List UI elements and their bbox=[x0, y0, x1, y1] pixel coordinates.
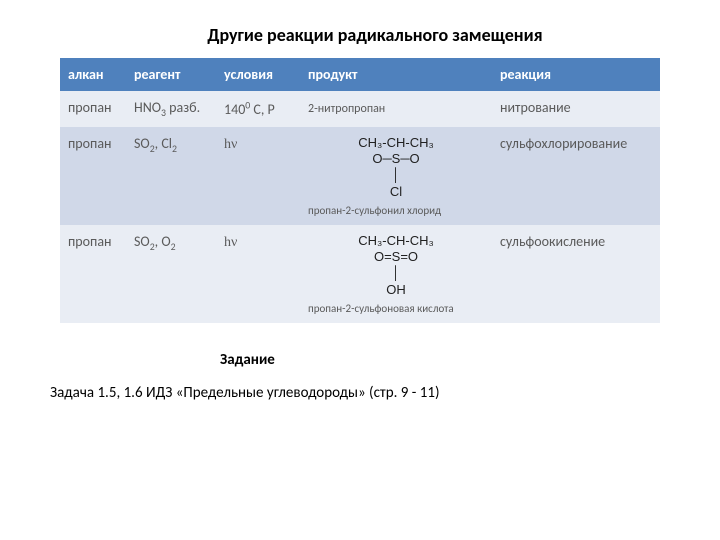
formula-line: O─S─O bbox=[308, 151, 484, 167]
slide: Другие реакции радикального замещения ал… bbox=[0, 0, 720, 540]
formula-line: OH bbox=[308, 282, 484, 298]
table-row: пропан SO2, O2 hν CH₃-CH-CH₃ O=S=O │ OH bbox=[60, 225, 660, 323]
reagent-text: SO2, Cl2 bbox=[134, 135, 177, 152]
formula-line: CH₃-CH-CH₃ bbox=[308, 135, 484, 151]
product-text: 2-нитропропан bbox=[308, 102, 385, 116]
cell-reaction: нитрование bbox=[492, 91, 660, 127]
product-caption: пропан-2-сульфоновая кислота bbox=[308, 302, 484, 315]
cell-alkane: пропан bbox=[60, 91, 126, 127]
formula-line: │ bbox=[308, 167, 484, 183]
cell-alkane: пропан bbox=[60, 127, 126, 225]
slide-title: Другие реакции радикального замещения bbox=[60, 24, 660, 46]
cell-reaction: сульфоокисление bbox=[492, 225, 660, 323]
cell-reagent: HNO3 разб. bbox=[126, 91, 216, 127]
cell-reagent: SO2, O2 bbox=[126, 225, 216, 323]
col-conditions: условия bbox=[216, 58, 300, 91]
conditions-text: 1400 С, Р bbox=[224, 101, 275, 118]
table-row: пропан SO2, Cl2 hν CH₃-CH-CH₃ O─S─O │ Cl bbox=[60, 127, 660, 225]
cell-conditions: hν bbox=[216, 127, 300, 225]
reagent-text: SO2, O2 bbox=[134, 233, 176, 250]
formula-line: CH₃-CH-CH₃ bbox=[308, 233, 484, 249]
formula-line: │ bbox=[308, 265, 484, 281]
product-caption: пропан-2-сульфонил хлорид bbox=[308, 204, 484, 217]
table-row: пропан HNO3 разб. 1400 С, Р 2-нитропропа… bbox=[60, 91, 660, 127]
cell-alkane: пропан bbox=[60, 225, 126, 323]
assignment-text: Задача 1.5, 1.6 ИДЗ «Предельные углеводо… bbox=[50, 383, 660, 403]
col-product: продукт bbox=[300, 58, 492, 91]
cell-product: CH₃-CH-CH₃ O─S─O │ Cl пропан-2-сульфонил… bbox=[300, 127, 492, 225]
formula-line: O=S=O bbox=[308, 249, 484, 265]
table-header-row: алкан реагент условия продукт реакция bbox=[60, 58, 660, 91]
assignment-label: Задание bbox=[220, 351, 300, 369]
col-alkane: алкан bbox=[60, 58, 126, 91]
cell-product: CH₃-CH-CH₃ O=S=O │ OH пропан-2-сульфонов… bbox=[300, 225, 492, 323]
reagent-text: HNO3 разб. bbox=[134, 99, 200, 116]
cell-product: 2-нитропропан bbox=[300, 91, 492, 127]
table-body: пропан HNO3 разб. 1400 С, Р 2-нитропропа… bbox=[60, 91, 660, 323]
chem-formula-sulfonicacid: CH₃-CH-CH₃ O=S=O │ OH bbox=[308, 233, 484, 298]
cell-reagent: SO2, Cl2 bbox=[126, 127, 216, 225]
conditions-text: hν bbox=[224, 235, 237, 250]
cell-conditions: hν bbox=[216, 225, 300, 323]
cell-reaction: сульфохлорирование bbox=[492, 127, 660, 225]
chem-formula-sulfonylchloride: CH₃-CH-CH₃ O─S─O │ Cl bbox=[308, 135, 484, 200]
col-reagent: реагент bbox=[126, 58, 216, 91]
cell-conditions: 1400 С, Р bbox=[216, 91, 300, 127]
col-reaction: реакция bbox=[492, 58, 660, 91]
reactions-table: алкан реагент условия продукт реакция пр… bbox=[60, 58, 660, 323]
conditions-text: hν bbox=[224, 137, 237, 152]
formula-line: Cl bbox=[308, 184, 484, 200]
